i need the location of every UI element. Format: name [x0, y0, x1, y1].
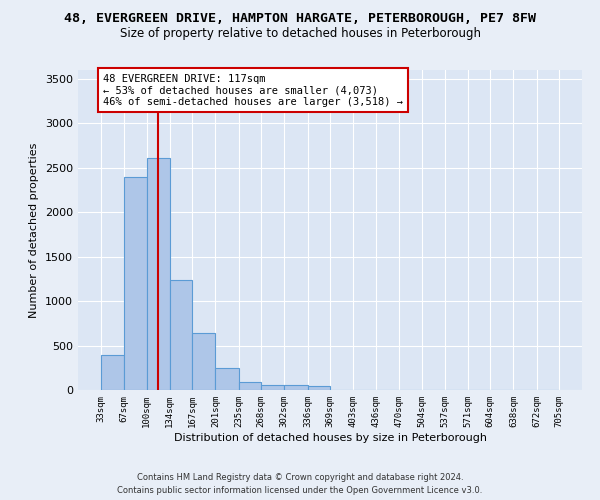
Bar: [215, 368, 239, 390]
Text: 48 EVERGREEN DRIVE: 117sqm
← 53% of detached houses are smaller (4,073)
46% of s: 48 EVERGREEN DRIVE: 117sqm ← 53% of deta…: [103, 74, 403, 107]
Bar: [308, 386, 330, 390]
Bar: [101, 356, 124, 390]
X-axis label: Distribution of detached houses by size in Peterborough: Distribution of detached houses by size …: [173, 432, 487, 442]
Text: Contains HM Land Registry data © Crown copyright and database right 2024.
Contai: Contains HM Land Registry data © Crown c…: [118, 474, 482, 495]
Bar: [124, 176, 146, 390]
Bar: [170, 280, 192, 390]
Bar: [261, 384, 284, 390]
Bar: [146, 158, 170, 390]
Y-axis label: Number of detached properties: Number of detached properties: [29, 142, 40, 318]
Bar: [239, 382, 261, 390]
Bar: [284, 385, 308, 390]
Bar: [192, 333, 215, 390]
Text: 48, EVERGREEN DRIVE, HAMPTON HARGATE, PETERBOROUGH, PE7 8FW: 48, EVERGREEN DRIVE, HAMPTON HARGATE, PE…: [64, 12, 536, 26]
Text: Size of property relative to detached houses in Peterborough: Size of property relative to detached ho…: [119, 28, 481, 40]
